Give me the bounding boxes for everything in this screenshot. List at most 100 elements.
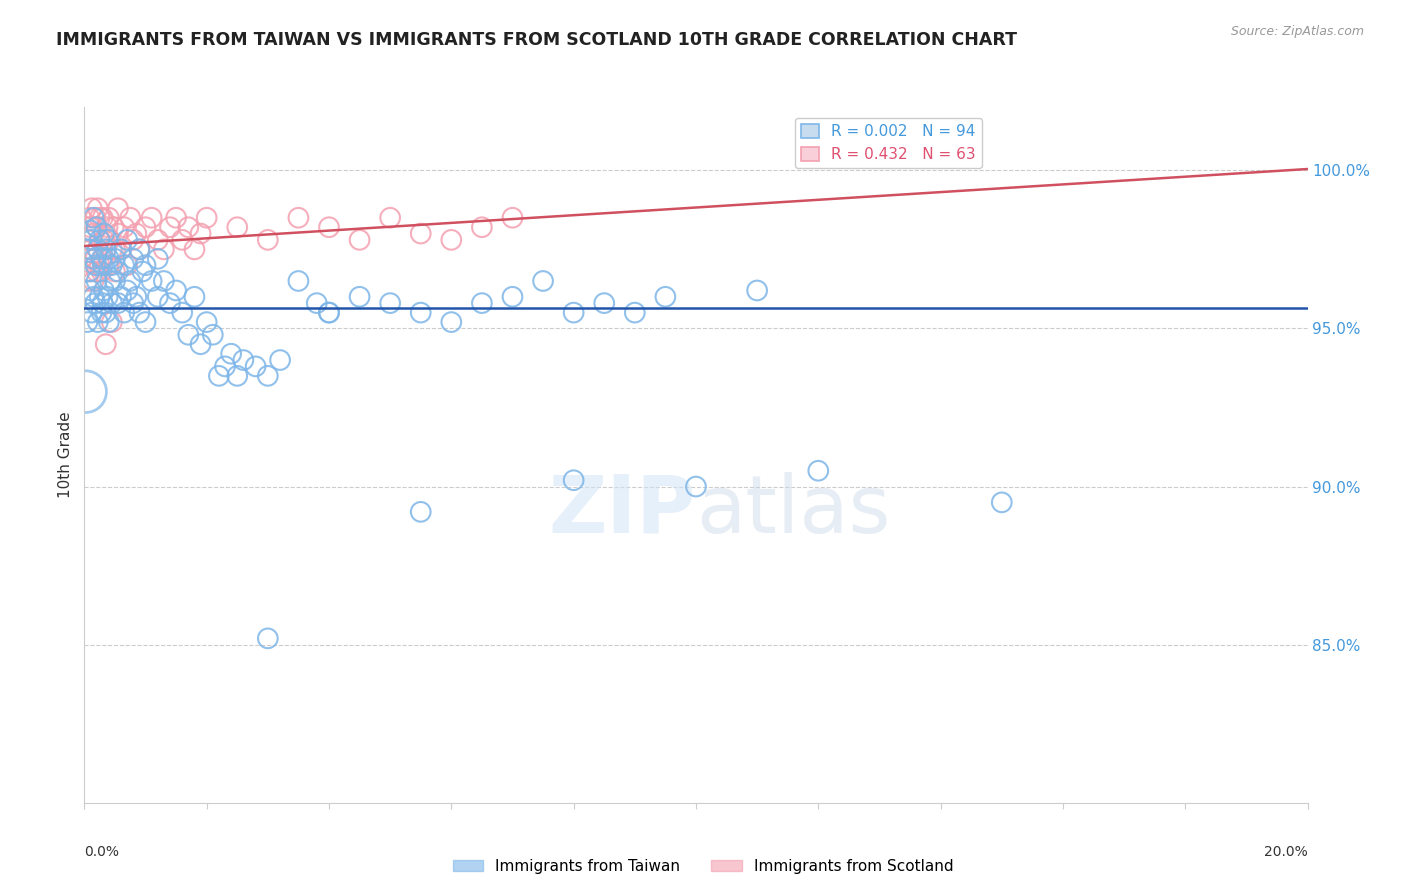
Point — [135, 315, 157, 329]
Point — [208, 368, 231, 383]
Point — [107, 296, 129, 310]
Point — [747, 284, 769, 298]
Point — [101, 258, 124, 272]
Point — [91, 211, 114, 225]
Point — [440, 233, 463, 247]
Point — [107, 201, 129, 215]
Point — [103, 220, 125, 235]
Point — [190, 227, 212, 241]
Point — [305, 296, 328, 310]
Point — [257, 233, 280, 247]
Point — [89, 211, 111, 225]
Point — [502, 211, 524, 225]
Point — [84, 258, 107, 272]
Point — [97, 258, 120, 272]
Point — [562, 305, 585, 319]
Point — [89, 233, 111, 247]
Text: Source: ZipAtlas.com: Source: ZipAtlas.com — [1230, 25, 1364, 38]
Point — [380, 296, 402, 310]
Point — [94, 337, 117, 351]
Point — [80, 233, 103, 247]
Point — [79, 223, 101, 237]
Point — [115, 284, 138, 298]
Point — [112, 258, 135, 272]
Point — [214, 359, 236, 374]
Point — [76, 274, 98, 288]
Point — [183, 243, 205, 257]
Point — [135, 220, 157, 235]
Point — [471, 296, 494, 310]
Point — [183, 290, 205, 304]
Point — [79, 220, 101, 235]
Point — [110, 243, 132, 257]
Point — [141, 274, 163, 288]
Point — [165, 284, 187, 298]
Point — [190, 337, 212, 351]
Point — [84, 296, 107, 310]
Point — [159, 296, 181, 310]
Point — [91, 296, 114, 310]
Point — [97, 315, 120, 329]
Point — [165, 211, 187, 225]
Point — [77, 243, 100, 257]
Point — [153, 243, 176, 257]
Point — [318, 305, 340, 319]
Point — [115, 233, 138, 247]
Point — [146, 290, 169, 304]
Point — [257, 368, 280, 383]
Point — [141, 211, 163, 225]
Point — [87, 315, 110, 329]
Point — [79, 284, 101, 298]
Point — [87, 243, 110, 257]
Point — [172, 233, 194, 247]
Point — [89, 258, 111, 272]
Point — [318, 305, 340, 319]
Point — [226, 368, 249, 383]
Point — [90, 305, 112, 319]
Point — [101, 296, 124, 310]
Y-axis label: 10th Grade: 10th Grade — [58, 411, 73, 499]
Point — [94, 243, 117, 257]
Point — [654, 290, 676, 304]
Point — [440, 315, 463, 329]
Point — [219, 347, 242, 361]
Point — [104, 274, 127, 288]
Point — [101, 243, 124, 257]
Point — [80, 305, 103, 319]
Point — [104, 243, 127, 257]
Point — [83, 290, 105, 304]
Point — [107, 264, 129, 278]
Point — [146, 233, 169, 247]
Point — [991, 495, 1014, 509]
Point — [120, 211, 142, 225]
Text: 20.0%: 20.0% — [1264, 845, 1308, 858]
Point — [94, 243, 117, 257]
Point — [75, 384, 97, 399]
Point — [128, 243, 150, 257]
Point — [120, 274, 142, 288]
Point — [94, 305, 117, 319]
Point — [122, 233, 145, 247]
Text: ZIP: ZIP — [548, 472, 696, 549]
Point — [84, 252, 107, 266]
Point — [80, 201, 103, 215]
Point — [86, 220, 108, 235]
Point — [110, 290, 132, 304]
Point — [79, 264, 101, 278]
Point — [87, 201, 110, 215]
Point — [98, 274, 121, 288]
Point — [245, 359, 267, 374]
Point — [177, 327, 200, 342]
Point — [110, 243, 132, 257]
Legend: R = 0.002   N = 94, R = 0.432   N = 63: R = 0.002 N = 94, R = 0.432 N = 63 — [794, 118, 981, 169]
Legend: Immigrants from Taiwan, Immigrants from Scotland: Immigrants from Taiwan, Immigrants from … — [447, 853, 959, 880]
Text: IMMIGRANTS FROM TAIWAN VS IMMIGRANTS FROM SCOTLAND 10TH GRADE CORRELATION CHART: IMMIGRANTS FROM TAIWAN VS IMMIGRANTS FRO… — [56, 31, 1017, 49]
Point — [86, 274, 108, 288]
Point — [257, 632, 280, 646]
Point — [122, 252, 145, 266]
Point — [112, 305, 135, 319]
Point — [97, 252, 120, 266]
Point — [131, 264, 153, 278]
Point — [101, 315, 124, 329]
Point — [146, 252, 169, 266]
